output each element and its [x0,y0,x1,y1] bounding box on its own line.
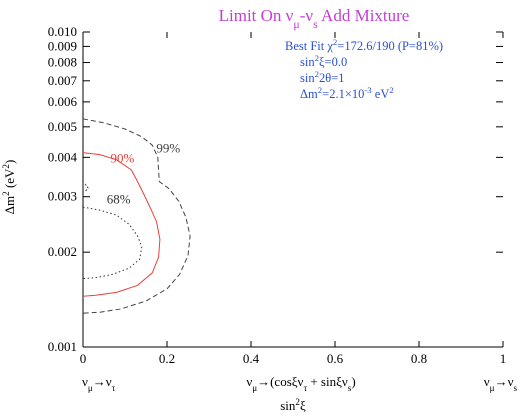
contour-label: 90% [111,151,135,166]
y-tick-label: 0.007 [48,73,78,88]
y-ticks: 0.001 0.002 0.003 0.004 0.005 0.006 0.007 0.008… [48,24,503,354]
y-tick-label: 0.008 [48,55,77,70]
x-tick-label: 0.8 [411,351,427,366]
contour-99 [82,118,191,314]
x-annotation: νμ→ντ [82,374,116,393]
contour-label: 99% [156,140,180,155]
x-ticks: 0 0.2 0.4 0.6 0.8 1 [80,32,507,366]
chart-title: Limit On νμ-νs Add Mixture [219,6,410,31]
y-tick-label: 0.009 [48,38,77,53]
sin2xi-line: sin2ξ=0.0 [300,53,347,69]
x-axis-label: sin2ξ [280,397,306,413]
x-annotations: νμ→ντ νμ→(cosξντ + sinξνs) νμ→νs [82,374,517,393]
x-tick-label: 0.4 [243,351,260,366]
y-tick-label: 0.003 [48,189,77,204]
y-tick-label: 0.002 [48,244,77,259]
x-tick-label: 0 [80,351,87,366]
contours [82,118,191,314]
y-tick-label: 0.010 [48,24,77,39]
x-annotation: νμ→(cosξντ + sinξνs) [246,374,355,393]
contour-label: 68% [107,192,131,207]
small-contour-mark [84,183,89,193]
y-axis-label: Δm2 (eV2) [1,160,17,215]
x-tick-label: 1 [500,351,507,366]
contour-labels: 68% 90% 99% [107,140,181,206]
x-annotation: νμ→νs [484,374,518,393]
x-tick-label: 0.6 [327,351,344,366]
dm2-line: Δm2=2.1×10-3 eV2 [300,85,394,101]
y-tick-label: 0.001 [48,339,77,354]
contour-90 [82,152,161,297]
best-fit-line: Best Fit χ2=172.6/190 (P=81%) [285,37,443,53]
y-tick-label: 0.005 [48,119,77,134]
plot-area: 0 0.2 0.4 0.6 0.8 1 0.001 0.002 0.003 0.004 0.005… [48,24,507,366]
x-tick-label: 0.2 [159,351,175,366]
y-tick-label: 0.006 [48,94,78,109]
contour-68 [82,206,143,279]
best-fit-box: Best Fit χ2=172.6/190 (P=81%)sin2ξ=0.0si… [285,37,443,101]
sin22theta-line: sin22θ=1 [300,69,345,85]
y-tick-label: 0.004 [48,149,78,164]
